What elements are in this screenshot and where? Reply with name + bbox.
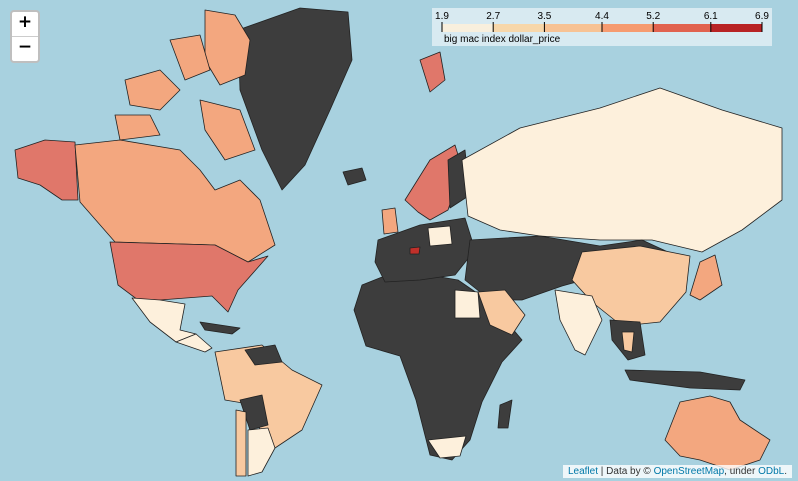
caribbean xyxy=(199,321,241,335)
alaska xyxy=(14,139,79,201)
argentina xyxy=(247,427,276,477)
legend-color-bin xyxy=(653,24,711,32)
australia xyxy=(664,395,771,471)
legend-color-bin xyxy=(442,24,494,32)
arctic-island xyxy=(204,9,251,86)
japan xyxy=(689,254,723,301)
arctic-island xyxy=(114,114,161,141)
attribution-text: . xyxy=(784,466,787,477)
thailand xyxy=(621,331,635,353)
arabia xyxy=(477,289,526,336)
arctic-island xyxy=(124,69,181,111)
attribution: Leaflet | Data by © OpenStreetMap, under… xyxy=(562,465,792,478)
egypt xyxy=(454,289,481,319)
svalbard xyxy=(419,51,446,93)
china xyxy=(571,245,691,327)
uk xyxy=(381,207,399,235)
legend: big mac index dollar_price 1.9 2.7 3.5 4.4 5… xyxy=(432,8,772,46)
central-europe xyxy=(427,225,453,247)
legend-tick-label: 5.2 xyxy=(646,11,660,22)
legend-tick-label: 6.9 xyxy=(755,11,769,22)
attribution-text: | Data by © xyxy=(600,466,651,477)
chile xyxy=(235,409,247,477)
legend-color-bin xyxy=(493,24,545,32)
switzerland xyxy=(409,246,421,255)
odbl-link[interactable]: ODbL xyxy=(758,466,785,477)
usa xyxy=(109,241,269,313)
leaflet-link[interactable]: Leaflet xyxy=(567,466,598,477)
zoom-in-button[interactable]: + xyxy=(17,12,33,32)
iceland xyxy=(342,167,367,186)
legend-color-bin xyxy=(602,24,654,32)
legend-tick-label: 4.4 xyxy=(595,11,609,22)
legend-color-bin xyxy=(710,24,762,32)
arctic-island xyxy=(169,34,211,81)
legend-color-bin xyxy=(544,24,602,32)
arctic-island xyxy=(199,99,256,161)
zoom-control: + − xyxy=(10,10,40,63)
bolivia xyxy=(239,394,269,431)
legend-caption: big mac index dollar_price xyxy=(444,34,561,45)
legend-tick-label: 6.1 xyxy=(704,11,718,22)
osm-link[interactable]: OpenStreetMap xyxy=(653,466,725,477)
greenland xyxy=(237,7,353,191)
russia xyxy=(461,87,783,253)
attribution-text: , under xyxy=(724,466,756,477)
indonesia xyxy=(624,369,746,391)
south-africa xyxy=(427,435,467,459)
legend-tick-label: 1.9 xyxy=(435,11,449,22)
venezuela xyxy=(244,344,283,366)
legend-tick-label: 3.5 xyxy=(537,11,551,22)
madagascar xyxy=(497,399,513,429)
india xyxy=(554,289,603,356)
legend-tick-label: 2.7 xyxy=(486,11,500,22)
mexico xyxy=(131,297,197,343)
central-america xyxy=(175,333,213,353)
zoom-out-button[interactable]: − xyxy=(12,36,38,61)
